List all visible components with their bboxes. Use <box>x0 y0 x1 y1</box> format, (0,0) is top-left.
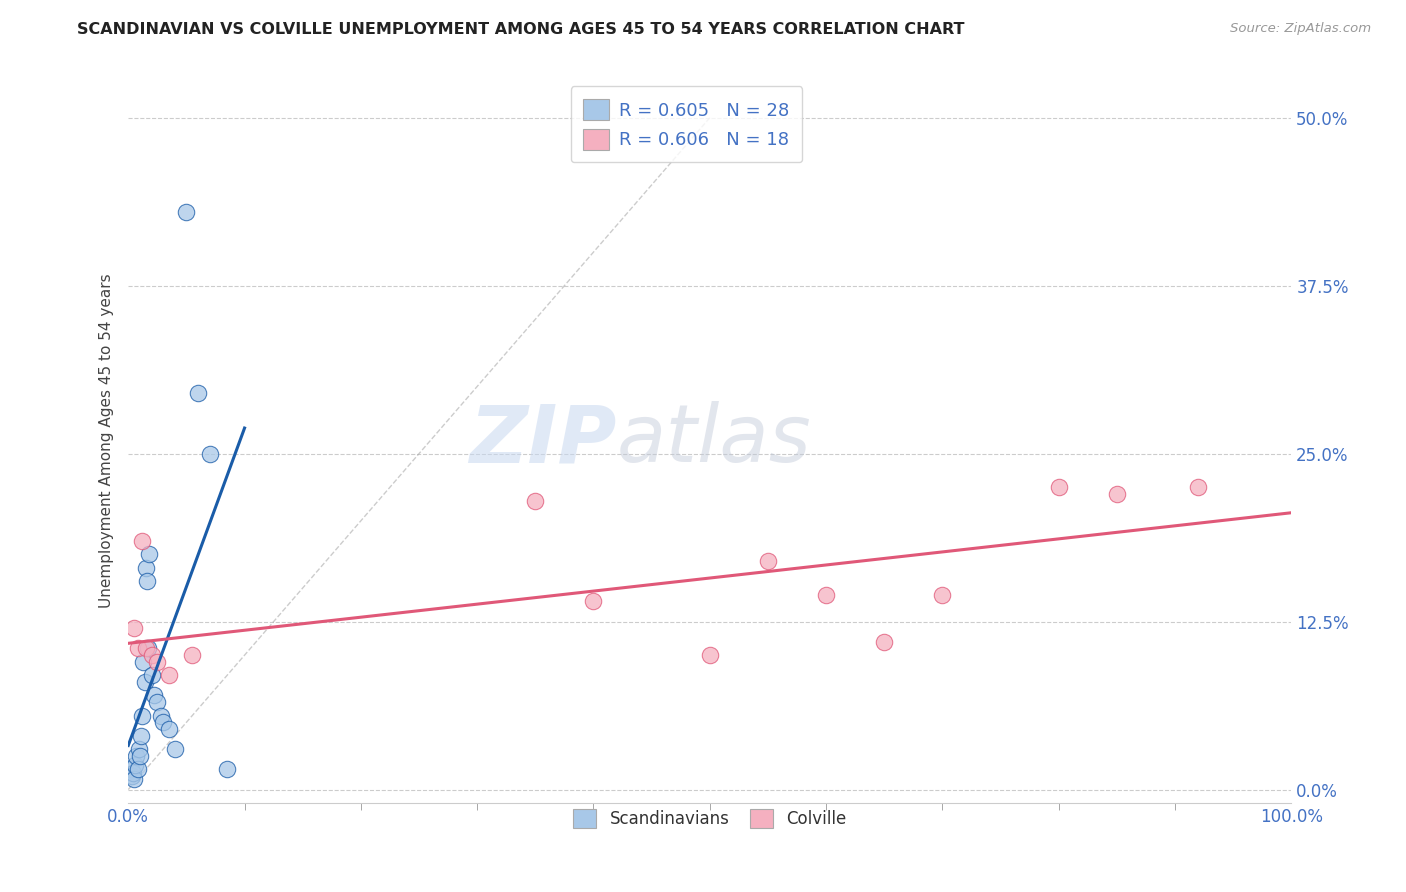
Point <box>163 742 186 756</box>
Point <box>127 641 149 656</box>
Point <box>128 748 150 763</box>
Point <box>198 447 221 461</box>
Point <box>122 621 145 635</box>
Y-axis label: Unemployment Among Ages 45 to 54 years: Unemployment Among Ages 45 to 54 years <box>100 273 114 607</box>
Point <box>699 648 721 662</box>
Point <box>149 708 172 723</box>
Point <box>187 386 209 401</box>
Text: SCANDINAVIAN VS COLVILLE UNEMPLOYMENT AMONG AGES 45 TO 54 YEARS CORRELATION CHAR: SCANDINAVIAN VS COLVILLE UNEMPLOYMENT AM… <box>77 22 965 37</box>
Point <box>136 641 159 656</box>
Point <box>127 763 149 777</box>
Point <box>122 772 145 786</box>
Point <box>524 493 547 508</box>
Point <box>1105 487 1128 501</box>
Point <box>132 655 155 669</box>
Point <box>135 641 157 656</box>
Point <box>135 561 157 575</box>
Point <box>138 548 160 562</box>
Legend: Scandinavians, Colville: Scandinavians, Colville <box>567 802 853 835</box>
Point <box>152 715 174 730</box>
Point <box>582 594 605 608</box>
Point <box>931 588 953 602</box>
Point <box>756 554 779 568</box>
Point <box>122 766 145 780</box>
Text: ZIP: ZIP <box>470 401 617 479</box>
Point <box>873 634 896 648</box>
Point <box>181 648 204 662</box>
Point <box>141 668 163 682</box>
Point <box>141 648 163 662</box>
Point <box>815 588 838 602</box>
Point <box>129 729 152 743</box>
Text: atlas: atlas <box>617 401 811 479</box>
Point <box>1047 480 1070 494</box>
Point <box>146 655 169 669</box>
Point <box>120 763 142 777</box>
Point <box>134 675 156 690</box>
Point <box>124 758 146 772</box>
Point <box>146 695 169 709</box>
Point <box>157 668 180 682</box>
Point <box>217 763 239 777</box>
Point <box>131 533 153 548</box>
Text: Source: ZipAtlas.com: Source: ZipAtlas.com <box>1230 22 1371 36</box>
Point <box>121 769 143 783</box>
Point <box>142 689 165 703</box>
Point <box>135 574 157 589</box>
Point <box>176 204 198 219</box>
Point <box>157 722 180 736</box>
Point <box>1187 480 1209 494</box>
Point <box>128 742 150 756</box>
Point <box>131 708 153 723</box>
Point <box>125 748 148 763</box>
